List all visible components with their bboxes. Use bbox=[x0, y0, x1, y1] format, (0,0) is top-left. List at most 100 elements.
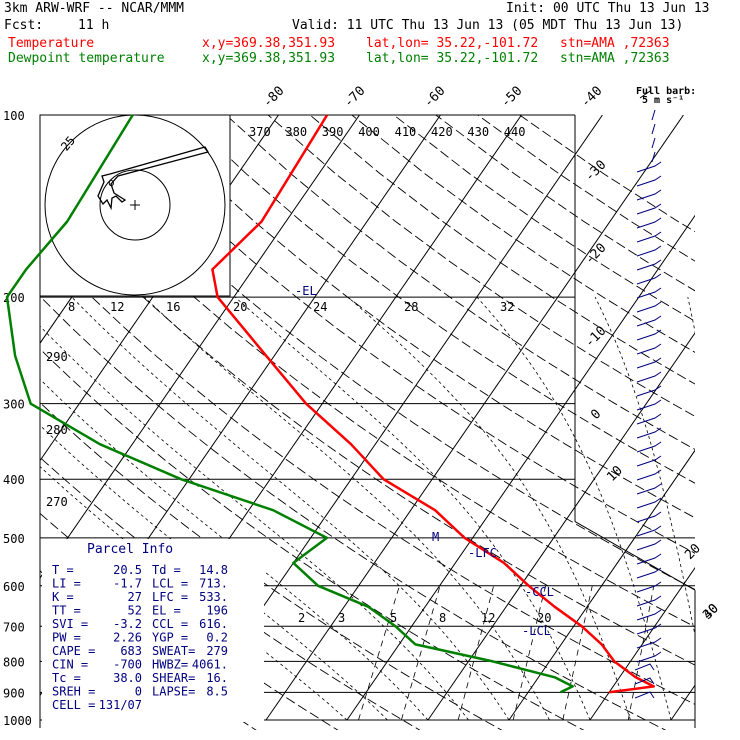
wind-barb bbox=[634, 691, 655, 699]
parcel-info-cell: EL = bbox=[152, 604, 181, 618]
wind-barb bbox=[636, 497, 662, 509]
moist-adiabat-line bbox=[687, 297, 695, 334]
parcel-info-cell: 279 bbox=[206, 644, 228, 658]
parcel-info-cell: TT = bbox=[52, 604, 81, 618]
parcel-info-cell: 27 bbox=[128, 590, 142, 604]
theta-label: 380 bbox=[285, 125, 307, 139]
wind-barb bbox=[636, 637, 662, 649]
level-annotations: -EL M -LFC -CCL -LCL bbox=[295, 284, 554, 638]
dry-adiabat-line bbox=[435, 115, 695, 292]
wind-barb bbox=[636, 329, 662, 341]
parcel-info-cell: CAPE = bbox=[52, 644, 95, 658]
parcel-info-cell: 52 bbox=[128, 604, 142, 618]
parcel-info-cell: T = bbox=[52, 563, 74, 577]
parcel-info-cell: 0.2 bbox=[206, 631, 228, 645]
wind-barb bbox=[636, 483, 662, 495]
parcel-info-cell: 4061. bbox=[192, 658, 228, 672]
temperature-tick-label: -70 bbox=[341, 84, 368, 111]
dry-adiabat-line bbox=[40, 141, 695, 628]
wind-barb bbox=[651, 137, 656, 149]
wind-barb bbox=[636, 343, 662, 355]
mixing-ratio-label: 8 bbox=[439, 611, 446, 625]
parcel-info-cell: 14.8 bbox=[199, 563, 228, 577]
mixing-ratio-label: 16 bbox=[166, 300, 180, 314]
parcel-info-cell: LFC = bbox=[152, 590, 188, 604]
wind-barb bbox=[636, 315, 662, 327]
hodograph-trace bbox=[97, 146, 210, 211]
barb-legend-title: Full barb: bbox=[636, 86, 696, 97]
mixing-ratio-label: 20 bbox=[537, 611, 551, 625]
wind-barb bbox=[636, 385, 662, 397]
mixing-ratio-label: 12 bbox=[481, 611, 495, 625]
wind-barb bbox=[636, 231, 662, 243]
lcl-label: -LCL bbox=[522, 624, 551, 638]
mixing-ratio-line bbox=[512, 585, 546, 721]
dry-adiabat-line bbox=[40, 192, 695, 666]
parcel-info-cell: 0 bbox=[135, 685, 142, 699]
wind-barb bbox=[636, 175, 662, 187]
parcel-info-cell: SWEAT= bbox=[152, 644, 195, 658]
dry-adiabat-line bbox=[183, 115, 695, 484]
isotherm-line bbox=[670, 684, 695, 721]
wind-barb bbox=[636, 399, 662, 411]
isotherm-line bbox=[40, 115, 360, 579]
wind-barb bbox=[636, 371, 662, 383]
init-time: Init: 00 UTC Thu 13 Jun 13 bbox=[506, 1, 710, 16]
wind-barb bbox=[636, 623, 662, 635]
temperature-profile bbox=[211, 114, 655, 694]
parcel-info-title: Parcel Info bbox=[87, 542, 173, 557]
wind-barb bbox=[636, 217, 662, 229]
wind-barb bbox=[636, 441, 662, 453]
mixing-ratio-label: 5 bbox=[390, 611, 397, 625]
theta-label: 370 bbox=[249, 125, 271, 139]
theta-e-label: 280 bbox=[46, 423, 68, 437]
parcel-info-cell: 8.5 bbox=[206, 685, 228, 699]
parcel-info-cell: -700 bbox=[113, 658, 142, 672]
parcel-info-background bbox=[42, 539, 264, 722]
theta-label: 420 bbox=[431, 125, 453, 139]
parcel-info-cell: 16. bbox=[206, 671, 228, 685]
parcel-info-cell: CELL = bbox=[52, 698, 95, 712]
stn-temperature: stn=AMA ,72363 bbox=[560, 36, 670, 51]
xy-dewpoint: x,y=369.38,351.93 bbox=[202, 51, 336, 66]
wind-barb bbox=[634, 663, 655, 671]
wind-barb bbox=[636, 189, 662, 201]
parcel-info-cell: 38.0 bbox=[113, 671, 142, 685]
hodograph-outer-ring bbox=[44, 114, 226, 296]
dry-adiabat-line bbox=[40, 295, 667, 730]
wind-barb bbox=[651, 151, 656, 163]
temperature-tick-label: 10 bbox=[604, 463, 626, 485]
wind-barb bbox=[636, 413, 662, 425]
hodograph-inner-ring bbox=[99, 169, 171, 241]
parcel-info-cell: LI = bbox=[52, 577, 81, 591]
mixing-ratio-label: 28 bbox=[404, 300, 418, 314]
wind-barb bbox=[636, 287, 662, 299]
parcel-info-cell: 20.5 bbox=[113, 563, 142, 577]
hodograph-origin-mark: o bbox=[108, 176, 115, 189]
moist-adiabat-line bbox=[40, 424, 388, 721]
wind-barbs bbox=[634, 109, 662, 699]
pressure-label: 400 bbox=[3, 473, 25, 487]
dry-adiabat-line bbox=[100, 115, 695, 554]
parcel-info-cell: 196 bbox=[206, 604, 228, 618]
parcel-info-cell: LCL = bbox=[152, 577, 188, 591]
hodograph: 25 o bbox=[39, 114, 231, 297]
parcel-info-cell: SVI = bbox=[52, 617, 88, 631]
parcel-info-cell: 131/07 bbox=[99, 698, 142, 712]
dry-adiabat-line bbox=[477, 115, 695, 262]
xy-temperature: x,y=369.38,351.93 bbox=[202, 36, 336, 51]
dry-adiabat-line bbox=[141, 115, 695, 519]
moist-adiabat-line bbox=[594, 296, 695, 638]
parcel-info-cell: 2.26 bbox=[113, 631, 142, 645]
temperature-tick-label: -20 bbox=[582, 241, 609, 268]
ccl-label: -CCL bbox=[525, 585, 554, 599]
wind-barb bbox=[636, 357, 662, 369]
mixing-ratio-label: 12 bbox=[110, 300, 124, 314]
wind-barb bbox=[636, 539, 662, 551]
theta-label: 430 bbox=[467, 125, 489, 139]
mixing-ratio-label: 2 bbox=[298, 611, 305, 625]
temperature-tick-label: -30 bbox=[582, 158, 609, 185]
pressure-label: 300 bbox=[3, 398, 25, 412]
mixing-ratio-label: 32 bbox=[500, 300, 514, 314]
dry-adiabat-line bbox=[393, 115, 695, 322]
